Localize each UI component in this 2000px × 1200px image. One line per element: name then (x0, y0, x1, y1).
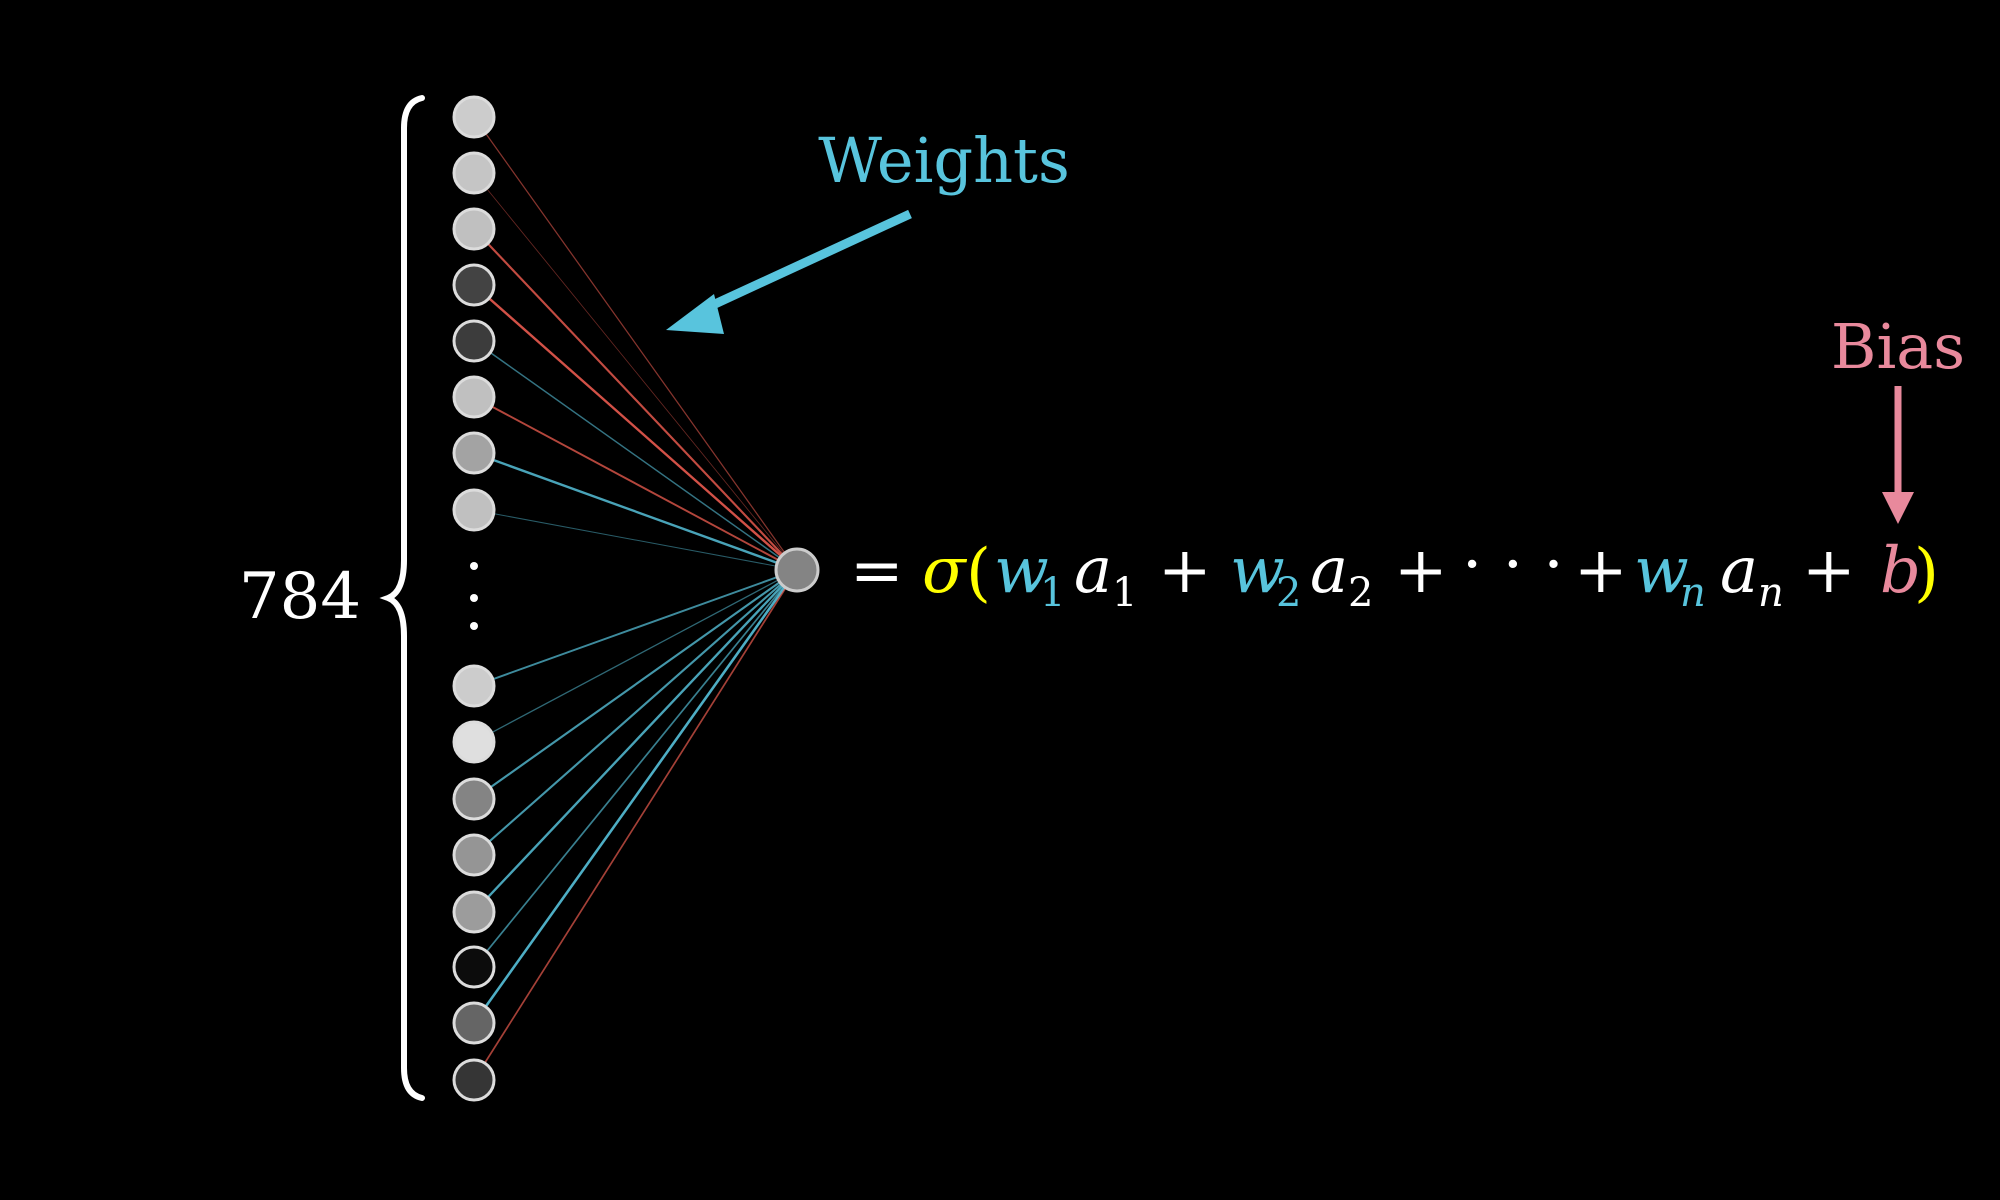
curly-brace (379, 95, 425, 1101)
weight-connection (473, 569, 798, 800)
weight-w1: w (994, 534, 1049, 608)
weight-w2: w (1230, 534, 1285, 608)
weight-connection (473, 228, 798, 571)
input-neuron (452, 151, 496, 195)
weight-wn-subscript: n (1680, 570, 1706, 616)
weight-connection (473, 451, 798, 572)
input-count-label: 784 (239, 560, 361, 634)
weighted-sum-formula: = σ ( w 1 a 1 + w 2 a 2 + · · · + w n a … (850, 528, 1939, 616)
weight-connection (473, 569, 798, 687)
weight-connection (473, 569, 798, 743)
input-neuron (452, 263, 496, 307)
plus-sign: + (1158, 534, 1212, 608)
weight-connection (473, 569, 798, 968)
sigma-symbol: σ (922, 534, 968, 608)
weight-connection (473, 172, 798, 571)
weight-connection (473, 340, 798, 571)
close-paren: ) (1914, 536, 1939, 610)
input-neuron (452, 833, 496, 877)
activation-an-subscript: n (1758, 570, 1784, 616)
input-ellipsis (470, 562, 478, 630)
input-neuron (452, 890, 496, 934)
bias-b: b (1880, 534, 1921, 608)
weight-connection (473, 569, 798, 1081)
input-neuron (452, 777, 496, 821)
weight-w1-subscript: 1 (1040, 570, 1065, 616)
dots: · · · (1462, 528, 1564, 602)
input-neuron (452, 945, 496, 989)
activation-a2-subscript: 2 (1348, 570, 1373, 616)
input-neuron (452, 1058, 496, 1102)
input-neuron (452, 431, 496, 475)
input-neuron (452, 207, 496, 251)
plus-sign: + (1802, 534, 1856, 608)
weight-connection (473, 569, 798, 913)
input-neuron (452, 664, 496, 708)
activation-a1: a (1074, 534, 1112, 608)
equals-sign: = (850, 534, 904, 608)
open-paren: ( (966, 536, 991, 610)
input-neuron (452, 95, 496, 139)
weight-connection (473, 509, 798, 571)
weight-connection (473, 116, 798, 571)
plus-sign: + (1394, 534, 1448, 608)
weight-connections (472, 116, 799, 1081)
activation-a1-subscript: 1 (1112, 570, 1137, 616)
input-neuron (452, 319, 496, 363)
bias-arrow (1882, 386, 1914, 524)
weight-wn: w (1634, 534, 1689, 608)
output-neuron (774, 547, 820, 593)
input-neuron (452, 1001, 496, 1045)
weight-connection (473, 396, 798, 571)
input-layer (452, 95, 496, 1102)
activation-an: a (1720, 534, 1758, 608)
weights-arrow (666, 209, 912, 334)
activation-a2: a (1310, 534, 1348, 608)
input-neuron (452, 720, 496, 764)
plus-sign: + (1574, 534, 1628, 608)
bias-label: Bias (1831, 310, 1965, 383)
input-neuron (452, 488, 496, 532)
weight-w2-subscript: 2 (1276, 570, 1301, 616)
weight-connection (473, 569, 798, 856)
weights-label: Weights (818, 124, 1070, 197)
weight-connection (473, 284, 798, 571)
weight-connection (472, 569, 799, 1024)
input-neuron (452, 375, 496, 419)
